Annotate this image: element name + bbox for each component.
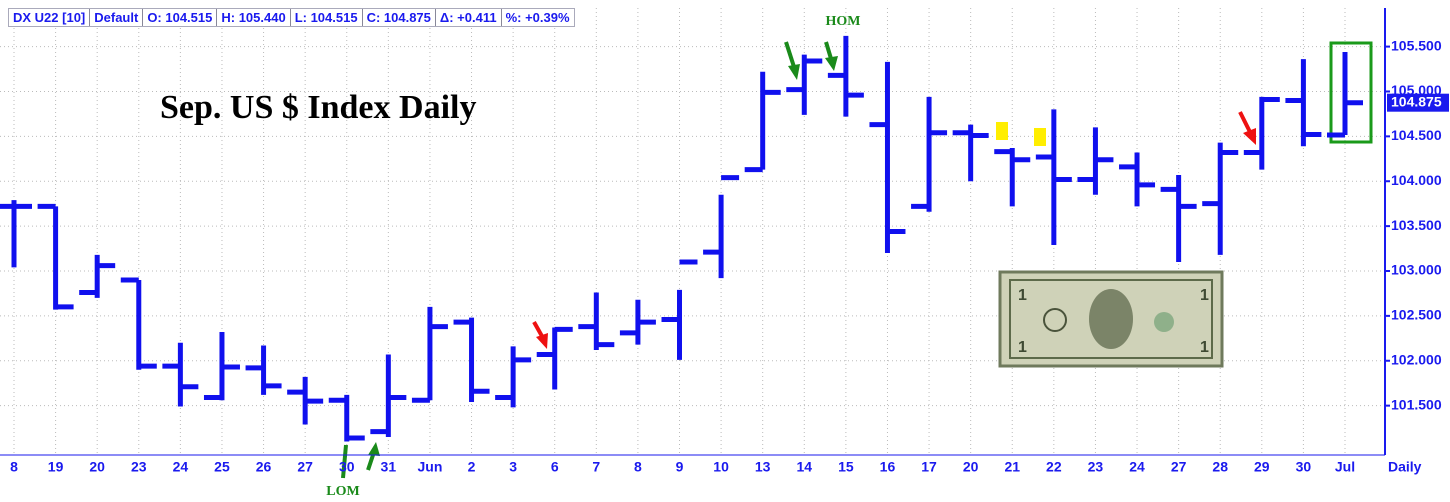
dollar-bill: 1 1 1 1 [998,270,1224,368]
x-tick-label: 27 [1171,459,1187,475]
x-tick-label: 24 [1129,459,1145,475]
x-tick-label: 15 [838,459,854,475]
x-tick-label: 3 [509,459,517,475]
x-tick-label: 26 [256,459,272,475]
header-item: %: +0.39% [500,9,574,26]
y-tick-label: 105.500 [1391,37,1442,53]
x-tick-label: 23 [131,459,147,475]
x-tick-label: 20 [89,459,105,475]
x-tick-label: 21 [1004,459,1020,475]
x-tick-label: 24 [173,459,189,475]
x-tick-label: Jul [1335,459,1355,475]
svg-text:1: 1 [1018,287,1027,304]
x-tick-label: 23 [1088,459,1104,475]
y-tick-label: 104.000 [1391,172,1442,188]
last-price-tag [1387,93,1449,112]
x-tick-label: 19 [48,459,64,475]
header-item: O: 104.515 [142,9,216,26]
x-tick-label: 14 [796,459,812,475]
header-item: Δ: +0.411 [434,9,501,26]
highlight [996,122,1008,140]
x-tick-label: 30 [339,459,355,475]
svg-text:1: 1 [1018,339,1027,356]
x-tick-label: 6 [551,459,559,475]
y-tick-label: 102.000 [1391,351,1442,367]
last-price-label: 104.875 [1391,93,1442,109]
x-tick-label: 29 [1254,459,1270,475]
header-item: H: 105.440 [216,9,289,26]
svg-text:1: 1 [1200,339,1209,356]
highlight [1034,128,1046,146]
x-tick-label: 17 [921,459,937,475]
arrows [341,41,1256,479]
header-item: L: 104.515 [289,9,362,26]
x-tick-label: 22 [1046,459,1062,475]
x-tick-label: 8 [634,459,642,475]
y-tick-label: 102.500 [1391,307,1442,323]
header: DX U22 [10] Default O: 104.515 H: 105.440 L:… [8,8,575,27]
y-tick-label: 103.500 [1391,217,1442,233]
svg-text:1: 1 [1200,287,1209,304]
x-tick-label: 8 [10,459,18,475]
x-tick-label: 27 [297,459,313,475]
x-tick-label: 7 [592,459,600,475]
chart-title: Sep. US $ Index Daily [160,89,476,126]
x-tick-label: 9 [676,459,684,475]
x-tick-label: 25 [214,459,230,475]
x-axis-label: Daily [1388,459,1422,475]
x-tick-label: 13 [755,459,771,475]
x-tick-label: 31 [381,459,397,475]
highlight-box [1329,41,1373,144]
x-tick-label: Jun [417,459,442,475]
header-item: Default [89,9,142,26]
annotation: LOM [326,484,359,499]
x-tick-label: 16 [880,459,896,475]
x-tick-label: 28 [1212,459,1228,475]
y-tick-label: 101.500 [1391,396,1442,412]
x-tick-label: 10 [713,459,729,475]
x-tick-label: 30 [1296,459,1312,475]
header-item: C: 104.875 [361,9,435,26]
y-tick-label: 103.000 [1391,262,1442,278]
y-tick-label: 104.500 [1391,127,1442,143]
annotation: HOM [826,14,861,29]
x-tick-label: 2 [468,459,476,475]
x-tick-label: 20 [963,459,979,475]
header-item: DX U22 [10] [13,10,86,25]
